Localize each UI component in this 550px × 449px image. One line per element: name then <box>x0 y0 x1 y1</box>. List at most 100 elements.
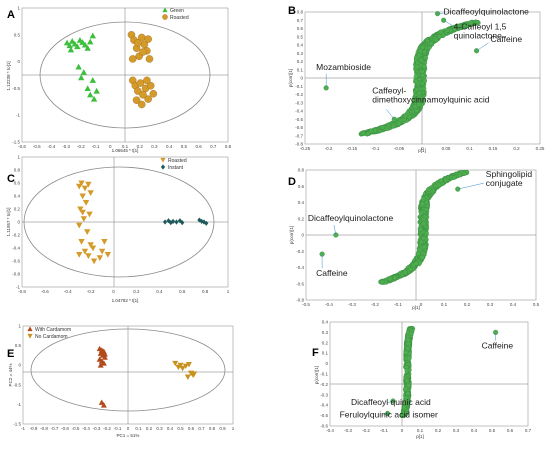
y-tick-label: 0.2 <box>297 59 304 64</box>
x-tick-label: 1 <box>232 426 235 431</box>
data-point-roasted <box>78 180 85 187</box>
y-tick-label: -0.2 <box>12 233 20 238</box>
x-tick-label: -0.1 <box>92 144 100 149</box>
panel-c: C -0.8 -0.6 -0.4 -0.2 0 0.2 0.4 0.6 0.8 1 1 0.8 0.6 0… <box>6 155 230 304</box>
y-tick-label: 0.1 <box>322 351 329 356</box>
data-point-instant <box>162 219 168 225</box>
panel-d-ylabel: p(corr)[1] <box>289 226 294 244</box>
loading-point <box>461 170 467 176</box>
loading-point <box>402 113 408 119</box>
loading-point <box>405 345 411 351</box>
data-point-green <box>69 38 76 44</box>
loading-point <box>405 383 411 389</box>
loading-point <box>419 210 425 216</box>
x-tick-label: -0.8 <box>18 289 26 294</box>
data-point-roasted <box>81 185 89 192</box>
data-point-green <box>79 39 86 45</box>
data-point-green <box>90 95 98 102</box>
panel-e: E -1 -0.9 -0.8 -0.7 -0.6 -0.5 -0.4 -0.3 -0.2 -0.1… <box>7 324 235 439</box>
x-tick-label: -0.5 <box>302 302 310 307</box>
data-point-instant <box>174 219 179 225</box>
loading-point <box>474 20 479 25</box>
data-point-roasted <box>76 183 83 190</box>
annotation-label: Feruloylquinic acid isomer <box>340 410 438 420</box>
x-tick-label: -0.05 <box>394 146 405 151</box>
x-tick-label: -0.3 <box>348 302 356 307</box>
annotation-label: Caffeine <box>491 34 523 44</box>
y-tick-label: -1 <box>16 113 20 118</box>
data-point-roasted <box>86 211 93 218</box>
y-tick-label: 0 <box>18 363 21 368</box>
x-tick-label: 0.1 <box>135 426 142 431</box>
y-tick-label: -0.3 <box>295 100 303 105</box>
loading-point <box>419 68 425 74</box>
data-point-roasted <box>76 251 83 258</box>
data-point-roasted <box>89 245 97 252</box>
y-tick-label: -0.2 <box>296 249 304 254</box>
x-tick-label: 0 <box>109 144 112 149</box>
panel-c-xlabel: 1.04782 * t[1] <box>112 298 139 303</box>
y-tick-label: -0.6 <box>296 281 304 286</box>
y-tick-label: -0.2 <box>295 92 303 97</box>
y-tick-label: 1 <box>18 324 21 329</box>
annotation-label: Dicaffeoylquinolactone <box>308 213 394 223</box>
data-point-green <box>89 32 97 39</box>
x-tick-label: 0.1 <box>122 144 129 149</box>
y-tick-label: 0.5 <box>15 343 22 348</box>
x-tick-label: -0.4 <box>325 302 333 307</box>
data-point-green <box>84 85 91 91</box>
loading-point <box>405 391 411 396</box>
x-tick-label: 0.3 <box>156 426 163 431</box>
loading-point <box>468 20 474 26</box>
x-tick-label: 0.2 <box>146 426 153 431</box>
annotation-label: Dicaffeoyl quinic acid <box>351 397 431 407</box>
data-point-roasted <box>84 229 91 235</box>
data-point-roasted <box>79 193 86 200</box>
x-tick-label: -0.2 <box>371 302 379 307</box>
x-tick-label: -0.2 <box>103 426 111 431</box>
data-point-green <box>93 87 100 94</box>
data-point-instant <box>180 220 185 226</box>
panel-c-ylabel: 1.11957 * to[1] <box>6 208 11 237</box>
x-tick-label: -0.1 <box>114 426 122 431</box>
legend-marker <box>27 326 33 332</box>
x-tick-label: -0.1 <box>372 146 380 151</box>
x-tick-label: 0.7 <box>525 428 532 433</box>
data-point-no-cardamom <box>172 360 179 367</box>
x-tick-label: 0.8 <box>202 289 209 294</box>
annotation-label: Dicaffeoylquinolactone <box>444 7 530 17</box>
x-tick-label: 0.5 <box>181 144 188 149</box>
y-tick-label: 0 <box>300 76 303 81</box>
y-tick-label: 0.3 <box>297 51 304 56</box>
y-tick-label: -0.8 <box>12 272 20 277</box>
x-tick-label: 0.8 <box>209 426 216 431</box>
data-point-roasted <box>145 55 154 63</box>
x-tick-label: -0.2 <box>87 289 95 294</box>
legend-label: Green <box>170 8 184 14</box>
data-point-green <box>87 91 94 98</box>
data-point-roasted <box>101 238 108 245</box>
x-tick-label: 0.3 <box>151 144 158 149</box>
y-tick-label: 0.4 <box>298 200 305 205</box>
loading-point <box>418 226 424 232</box>
y-tick-label: 0 <box>17 59 20 64</box>
x-tick-label: 0.2 <box>513 146 520 151</box>
x-tick-label: 0 <box>421 146 424 151</box>
data-point-roasted <box>137 100 146 109</box>
y-tick-label: 0.2 <box>14 207 21 212</box>
loading-point <box>452 26 458 32</box>
data-point-roasted <box>77 206 84 213</box>
panel-b: B -0.25 -0.2 -0.15 -0.1 -0.05 0 0.05 0.1 0.15 0.2… <box>288 5 545 153</box>
data-point-roasted <box>146 81 155 90</box>
x-tick-label: -0.6 <box>41 289 49 294</box>
data-point-with-cardamom <box>101 354 108 360</box>
data-point-roasted <box>81 248 89 255</box>
x-tick-label: 0.9 <box>219 426 226 431</box>
loading-point <box>379 279 385 285</box>
panel-c-letter: C <box>7 173 15 185</box>
loading-point <box>462 22 468 27</box>
loading-point <box>419 97 424 103</box>
data-point-roasted <box>80 216 87 222</box>
